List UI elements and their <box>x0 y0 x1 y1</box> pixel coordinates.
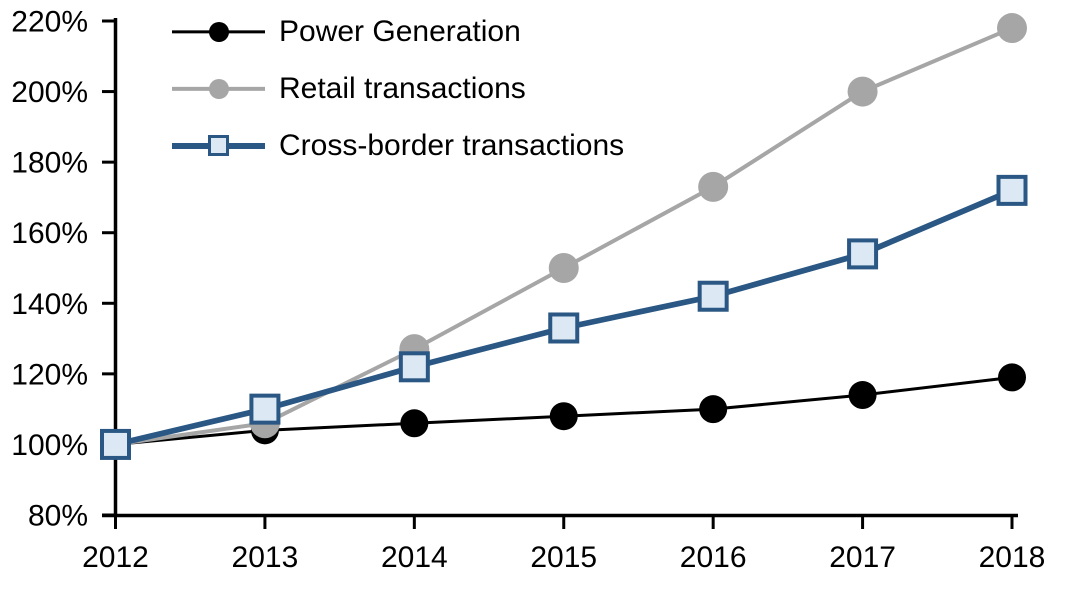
x-axis-tick-label: 2017 <box>829 541 896 574</box>
legend-item-retail-transactions: Retail transactions <box>172 60 624 117</box>
y-axis-tick-label: 180% <box>11 147 88 180</box>
data-point-power-generation <box>998 363 1026 392</box>
data-point-cross-border-transactions <box>249 393 281 425</box>
legend-label: Retail transactions <box>279 71 526 105</box>
legend-label: Cross-border transactions <box>279 128 625 162</box>
data-point-power-generation <box>699 395 728 424</box>
data-point-retail-transactions <box>698 171 729 202</box>
data-point-cross-border-transactions <box>100 428 131 460</box>
data-point-cross-border-transactions <box>398 351 430 383</box>
circle-marker-icon <box>208 21 229 42</box>
x-axis-tick-label: 2013 <box>232 541 299 574</box>
y-axis-tick-label: 120% <box>11 358 88 391</box>
data-point-power-generation <box>549 402 578 431</box>
legend-swatch <box>172 131 265 161</box>
data-point-power-generation <box>848 381 877 410</box>
x-axis-tick-label: 2016 <box>680 541 747 574</box>
legend-item-cross-border-transactions: Cross-border transactions <box>172 117 624 174</box>
data-point-power-generation <box>400 409 429 438</box>
y-axis-tick-label: 100% <box>11 429 88 462</box>
data-point-retail-transactions <box>548 253 579 283</box>
data-point-cross-border-transactions <box>548 312 580 344</box>
x-axis-tick-label: 2015 <box>530 541 597 574</box>
data-point-cross-border-transactions <box>847 238 879 270</box>
y-axis-tick-label: 140% <box>11 288 88 321</box>
x-axis-tick-label: 2012 <box>82 541 149 574</box>
legend-item-power-generation: Power Generation <box>172 3 624 60</box>
data-point-cross-border-transactions <box>697 280 729 312</box>
y-axis-tick-label: 160% <box>11 217 88 250</box>
y-axis-tick-label: 200% <box>11 76 88 109</box>
x-axis-tick-label: 2014 <box>381 541 448 574</box>
legend-label: Power Generation <box>279 14 521 48</box>
chart-legend: Power Generation Retail transactions Cro… <box>172 3 624 174</box>
legend-swatch <box>172 74 265 104</box>
data-point-retail-transactions <box>847 76 878 107</box>
square-marker-icon <box>208 135 229 156</box>
circle-marker-icon <box>208 78 229 99</box>
x-axis-tick-label: 2018 <box>979 541 1046 574</box>
legend-swatch <box>172 17 265 47</box>
data-point-retail-transactions <box>997 13 1027 44</box>
y-axis-tick-label: 80% <box>28 500 88 533</box>
y-axis-tick-label: 220% <box>11 6 88 39</box>
data-point-cross-border-transactions <box>996 174 1028 206</box>
